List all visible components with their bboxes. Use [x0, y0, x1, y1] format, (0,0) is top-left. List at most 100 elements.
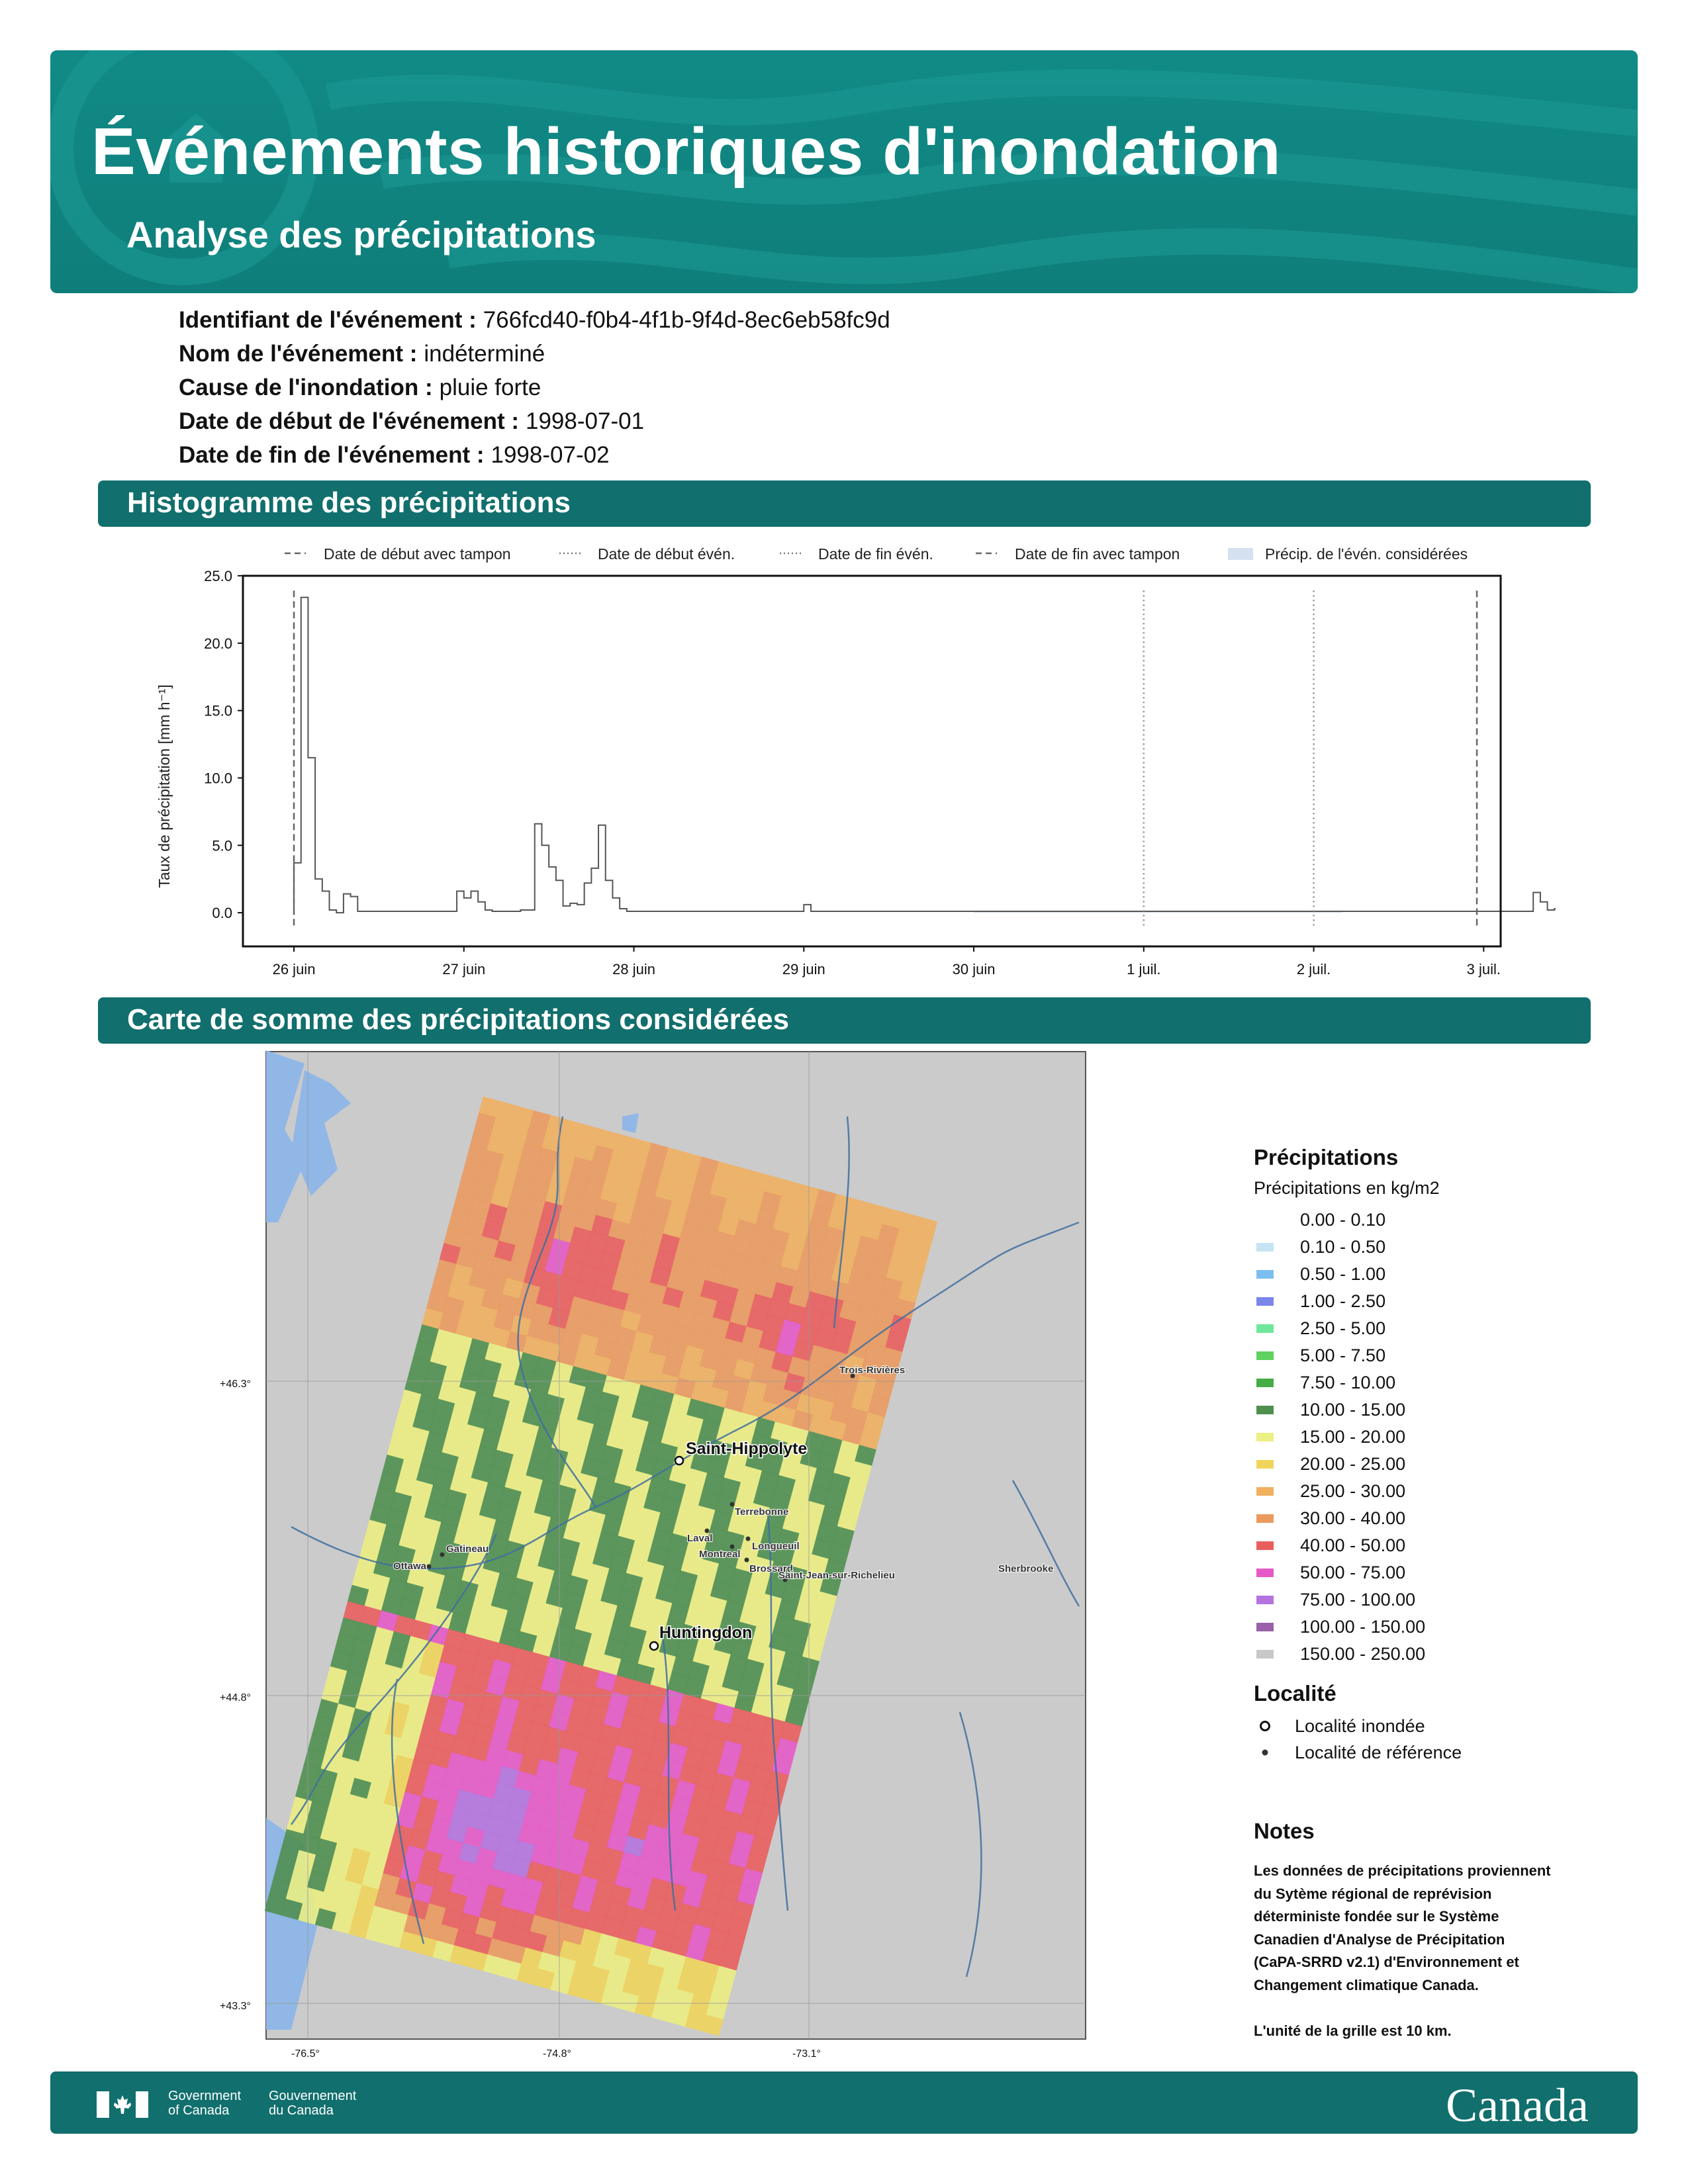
event-id-row: Identifiant de l'événement :766fcd40-f0b…	[179, 303, 890, 337]
x-tick-label: 3 juil.	[1467, 961, 1501, 978]
legend-class-label: 15.00 - 20.00	[1300, 1427, 1406, 1447]
wave-line	[445, 228, 1638, 293]
place-sherbrooke: Sherbrooke	[998, 1563, 1054, 1575]
gov-en: Government of Canada	[168, 2089, 241, 2118]
histogram-section-title: Histogramme des précipitations	[127, 486, 571, 519]
legend-label: Date de fin avec tampon	[1015, 545, 1180, 563]
lon-label-1: -76.5°	[291, 2048, 320, 2060]
legend-class-label: 1.00 - 2.50	[1300, 1291, 1386, 1311]
legend-class-label: 2.50 - 5.00	[1300, 1318, 1386, 1338]
legend-label: Date de début évén.	[598, 545, 735, 563]
lake-water	[266, 1050, 305, 1222]
locality-title: Localité	[1254, 1681, 1336, 1706]
wave-line	[379, 148, 1638, 216]
place-label: Laval	[687, 1533, 712, 1544]
place-longueuil: Longueuil	[745, 1536, 800, 1553]
event-name-value: indéterminé	[424, 341, 545, 367]
legend-class-row: 0.10 - 0.50	[1254, 1234, 1440, 1261]
gov-en-line2: of Canada	[168, 2103, 230, 2118]
place-saint-hippolyte: Saint-Hippolyte	[674, 1439, 808, 1466]
plot-area: 0.0 5.0 10.0 15.0 20.0 25.0 26 juin 27 juin 28 j…	[204, 568, 1556, 978]
page-title: Événements historiques d'inondation	[91, 114, 1282, 189]
place-label: Gatineau	[446, 1543, 489, 1555]
event-name-row: Nom de l'événement : indéterminé	[179, 337, 890, 371]
locality-legend: Localité Localité inondée Localité de ré…	[1254, 1681, 1462, 1766]
event-cause-label: Cause de l'inondation :	[179, 375, 433, 400]
lon-label-2: -74.8°	[543, 2048, 571, 2060]
lat-label-2: +44.8°	[220, 1692, 251, 1704]
gov-fr-line1: Gouvernement	[269, 2089, 357, 2103]
place-label: Saint-Jean-sur-Richelieu	[778, 1570, 895, 1581]
legend-class-label: 0.10 - 0.50	[1300, 1237, 1386, 1257]
place-brossard: Brossard	[744, 1557, 794, 1575]
legend-swatch	[1256, 1216, 1274, 1224]
legend-class-row: 15.00 - 20.00	[1254, 1424, 1440, 1451]
reference-marker-icon	[1254, 1746, 1276, 1759]
reference-marker-icon	[745, 1536, 751, 1541]
legend-classes: 0.00 - 0.10 0.10 - 0.50 0.50 - 1.00 1.00 - …	[1254, 1206, 1440, 1668]
lat-label-1: +46.3°	[220, 1379, 251, 1390]
place-ottawa: Ottawa	[393, 1560, 432, 1572]
precipitation-grid	[264, 1096, 938, 2036]
header-banner: Événements historiques d'inondation Anal…	[50, 50, 1638, 293]
legend-swatch	[1256, 1460, 1274, 1469]
event-info: Identifiant de l'événement :766fcd40-f0b…	[179, 303, 890, 472]
legend-class-label: 40.00 - 50.00	[1300, 1535, 1406, 1555]
legend-swatch	[1256, 1623, 1274, 1631]
legend-swatch	[1256, 1487, 1274, 1496]
legend-class-label: 100.00 - 150.00	[1300, 1617, 1426, 1637]
legend-class-row: 150.00 - 250.00	[1254, 1641, 1440, 1668]
flooded-marker-icon	[1254, 1719, 1276, 1733]
notes-block: Notes Les données de précipitations prov…	[1254, 1819, 1624, 2042]
y-tick-label: 20.0	[204, 635, 232, 652]
legend-swatch	[1256, 1270, 1274, 1279]
legend-title: Précipitations	[1254, 1145, 1399, 1169]
place-label: Longueuil	[752, 1541, 800, 1552]
legend-swatch	[1256, 1596, 1274, 1604]
place-huntingdon: Huntingdon	[649, 1623, 753, 1651]
place-label: Sherbrooke	[998, 1563, 1053, 1574]
reference-marker-icon	[729, 1544, 735, 1549]
histogram-section-header: Histogramme des précipitations	[98, 480, 1591, 527]
lake-water	[291, 1070, 351, 1196]
lat-label-3: +43.3°	[220, 2001, 251, 2012]
legend-class-label: 10.00 - 15.00	[1300, 1400, 1406, 1420]
event-name-label: Nom de l'événement :	[179, 341, 418, 367]
legend-class-label: 5.00 - 7.50	[1300, 1345, 1386, 1365]
legend-class-row: 30.00 - 40.00	[1254, 1505, 1440, 1532]
event-start-label: Date de début de l'événement :	[179, 408, 519, 434]
legend-swatch	[1256, 1569, 1274, 1577]
place-laval: Laval	[686, 1528, 713, 1545]
legend-swatch	[1256, 1324, 1274, 1333]
event-start-row: Date de début de l'événement : 1998-07-01	[179, 404, 890, 438]
y-tick-label: 15.0	[204, 703, 232, 719]
reference-marker-icon	[440, 1552, 445, 1557]
y-axis-label: Taux de précipitation [mm h⁻¹]	[156, 684, 173, 887]
reference-marker-icon	[729, 1502, 735, 1507]
x-tick-label: 27 juin	[442, 961, 485, 978]
event-end-value: 1998-07-02	[491, 442, 610, 468]
graticule	[266, 1052, 1086, 2039]
map-svg: +46.3° +46.3° Saint-HippolyteHuntingdonT…	[221, 1050, 1086, 2040]
legend-label: Précip. de l'évén. considérées	[1265, 545, 1468, 563]
map-section-title: Carte de somme des précipitations consid…	[127, 1003, 790, 1036]
legend-swatch	[1256, 1514, 1274, 1523]
lon-label-3: -73.1°	[792, 2048, 821, 2060]
wave-line	[326, 69, 1638, 136]
legend-class-row: 50.00 - 75.00	[1254, 1559, 1440, 1586]
reference-marker-icon	[850, 1373, 855, 1379]
house-icon	[163, 113, 229, 183]
legend-class-label: 30.00 - 40.00	[1300, 1508, 1406, 1528]
place-label: Saint-Hippolyte	[686, 1439, 807, 1458]
place-label: Montreal	[699, 1549, 741, 1560]
precipitation-map: +46.3° +46.3° Saint-HippolyteHuntingdonT…	[220, 1050, 1099, 2073]
legend-class-row: 20.00 - 25.00	[1254, 1451, 1440, 1478]
legend-class-label: 0.00 - 0.10	[1300, 1210, 1386, 1230]
legend-class-label: 50.00 - 75.00	[1300, 1563, 1406, 1582]
place-terrebonne: Terrebonne	[729, 1502, 789, 1518]
legend-class-label: 25.00 - 30.00	[1300, 1481, 1406, 1501]
banner-decoration	[50, 50, 1638, 293]
legend-swatch	[1256, 1243, 1274, 1251]
legend-class-row: 2.50 - 5.00	[1254, 1315, 1440, 1342]
place-gatineau: Gatineau	[440, 1543, 489, 1557]
